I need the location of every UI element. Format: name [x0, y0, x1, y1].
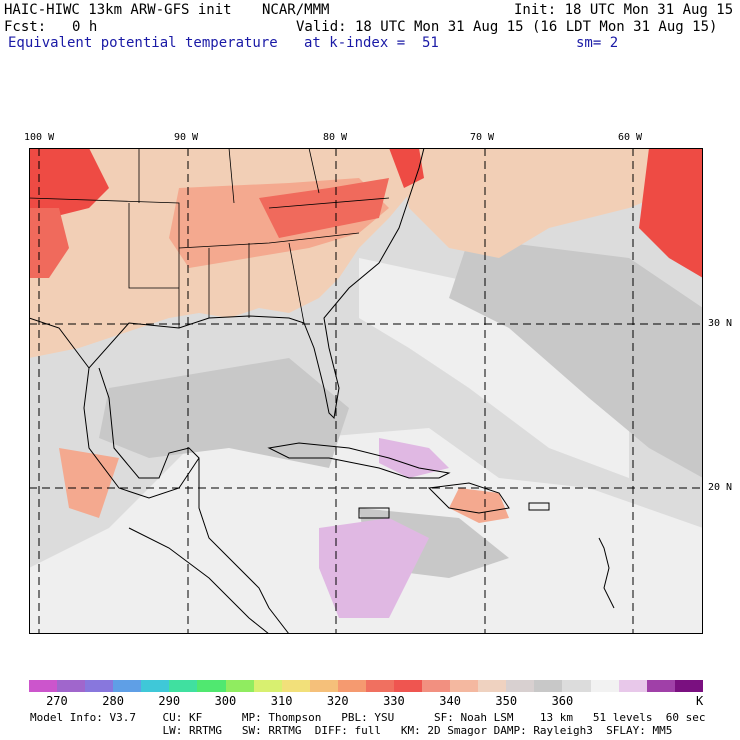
field-grey-atlantic [449, 238, 703, 478]
init-time: Init: 18 UTC Mon 31 Aug 15 [514, 2, 734, 18]
colorbar-swatch [197, 680, 226, 692]
hispaniola [427, 482, 510, 514]
colorbar-unit: K [696, 694, 704, 708]
lon-label-100w: 100 W [24, 132, 55, 143]
colorbar-tick-label: 300 [214, 694, 237, 708]
lat-label-20n: 20 N [708, 482, 733, 493]
colorbar-swatch [225, 680, 254, 692]
field-hottest-atlantic [639, 148, 703, 278]
field-near-white-atlantic [359, 258, 629, 478]
forecast-label: Fcst: [4, 19, 47, 35]
colorbar-swatch [590, 680, 619, 692]
latlon-grid [29, 148, 703, 634]
lon-label-80w: 80 W [323, 132, 348, 143]
colorbar-tick-label: 280 [102, 694, 124, 708]
colorbar-swatch [646, 680, 675, 692]
colorbar-swatch [674, 680, 703, 692]
colorbar-swatch [450, 680, 479, 692]
jamaica [358, 507, 390, 519]
theta-e-map [29, 148, 703, 634]
colorbar-swatch [113, 680, 142, 692]
colorbar-swatch [309, 680, 338, 692]
mexico-coast [83, 367, 200, 499]
central-america-west [128, 527, 270, 634]
colorbar-tick-label: 310 [270, 694, 293, 708]
field-warm-mexico [59, 448, 119, 518]
colorbar-swatch [562, 680, 591, 692]
field-hot-southwest [29, 208, 69, 278]
field-hottest-west [29, 148, 109, 218]
colorbar-tick-label: 320 [326, 694, 349, 708]
level-index: at k-index = 51 [304, 35, 439, 51]
gulf-atlantic-coast [29, 148, 425, 420]
coastlines [29, 148, 615, 634]
field-name: Equivalent potential temperature [8, 35, 278, 51]
colorbar-swatch [29, 680, 58, 692]
colorbar-swatch [365, 680, 395, 692]
colorbar [29, 680, 703, 692]
field-grey-gulf [99, 358, 349, 468]
cuba [267, 442, 451, 479]
lat-label-30n: 30 N [708, 318, 733, 329]
product-title: HAIC-HIWC 13km ARW-GFS init [4, 2, 232, 18]
field-warm-light-ne [399, 148, 703, 258]
model-info-line2: LW: RRTMG SW: RRTMG DIFF: full KM: 2D Sm… [30, 724, 673, 737]
colorbar-swatch [394, 680, 423, 692]
lon-label-60w: 60 W [618, 132, 643, 143]
colorbar-swatch [506, 680, 535, 692]
lesser-antilles [598, 537, 615, 609]
field-warm-hispaniola [449, 488, 509, 523]
colorbar-tick-label: 330 [383, 694, 405, 708]
colorbar-swatch [57, 680, 86, 692]
field-lilac-caribbean [319, 518, 429, 618]
colorbar-swatch [337, 680, 366, 692]
organization-label: NCAR/MMM [262, 2, 330, 18]
colorbar-tick-label: 340 [439, 694, 461, 708]
smoothing-label: sm= 2 [576, 35, 619, 51]
colorbar-swatch [534, 680, 563, 692]
colorbar-swatch [169, 680, 198, 692]
central-america-east [198, 458, 290, 634]
colorbar-tick-label: 270 [46, 694, 68, 708]
colorbar-swatch [618, 680, 647, 692]
state-borders [29, 148, 390, 328]
colorbar-tick-label: 360 [551, 694, 574, 708]
colorbar-swatch [281, 680, 310, 692]
puerto-rico [528, 502, 550, 511]
model-info-line1: Model Info: V3.7 CU: KF MP: Thompson PBL… [30, 711, 706, 724]
colorbar-tick-label: 290 [158, 694, 181, 708]
field-hot-appalachian [259, 178, 389, 238]
colorbar-swatch [478, 680, 507, 692]
colorbar-swatch [85, 680, 114, 692]
colorbar-swatch [141, 680, 170, 692]
colorbar-tick-label: 350 [495, 694, 518, 708]
field-lilac-cuba [379, 438, 449, 478]
map-frame [29, 148, 703, 634]
colorbar-swatch [253, 680, 282, 692]
lon-label-90w: 90 W [174, 132, 199, 143]
forecast-hour: 0 h [72, 19, 98, 35]
valid-time: Valid: 18 UTC Mon 31 Aug 15 (16 LDT Mon … [296, 19, 718, 35]
colorbar-swatch [422, 680, 451, 692]
lon-label-70w: 70 W [470, 132, 495, 143]
